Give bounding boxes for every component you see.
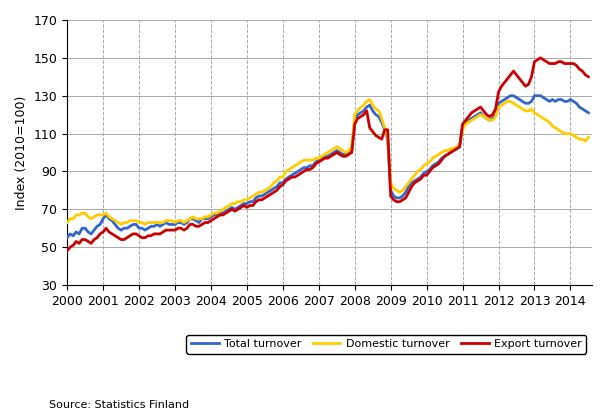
- Total turnover: [405, 184, 412, 189]
- Export turnover: [213, 214, 220, 219]
- Line: Total turnover: Total turnover: [67, 96, 588, 238]
- Domestic turnover: [117, 222, 124, 227]
- Line: Domestic turnover: Domestic turnover: [67, 99, 588, 224]
- Export turnover: [450, 148, 457, 153]
- Total turnover: [106, 216, 113, 221]
- Domestic turnover: [510, 101, 517, 106]
- Domestic turnover: [366, 97, 373, 102]
- Total turnover: [450, 148, 457, 153]
- Y-axis label: Index (2010=100): Index (2010=100): [15, 95, 28, 210]
- Domestic turnover: [64, 220, 71, 225]
- Domestic turnover: [249, 194, 257, 199]
- Total turnover: [64, 235, 71, 240]
- Total turnover: [246, 199, 254, 204]
- Export turnover: [405, 190, 412, 195]
- Export turnover: [64, 248, 71, 253]
- Legend: Total turnover, Domestic turnover, Export turnover: Total turnover, Domestic turnover, Expor…: [186, 335, 586, 354]
- Export turnover: [246, 203, 254, 208]
- Export turnover: [585, 74, 592, 79]
- Domestic turnover: [456, 143, 463, 148]
- Total turnover: [585, 110, 592, 115]
- Domestic turnover: [585, 135, 592, 140]
- Export turnover: [106, 229, 113, 234]
- Domestic turnover: [411, 173, 418, 178]
- Domestic turnover: [216, 209, 223, 214]
- Text: Source: Statistics Finland: Source: Statistics Finland: [49, 400, 189, 410]
- Domestic turnover: [106, 214, 113, 219]
- Line: Export turnover: Export turnover: [67, 58, 588, 251]
- Total turnover: [507, 93, 514, 98]
- Export turnover: [537, 55, 544, 60]
- Total turnover: [504, 95, 511, 100]
- Total turnover: [213, 212, 220, 217]
- Export turnover: [504, 76, 511, 81]
